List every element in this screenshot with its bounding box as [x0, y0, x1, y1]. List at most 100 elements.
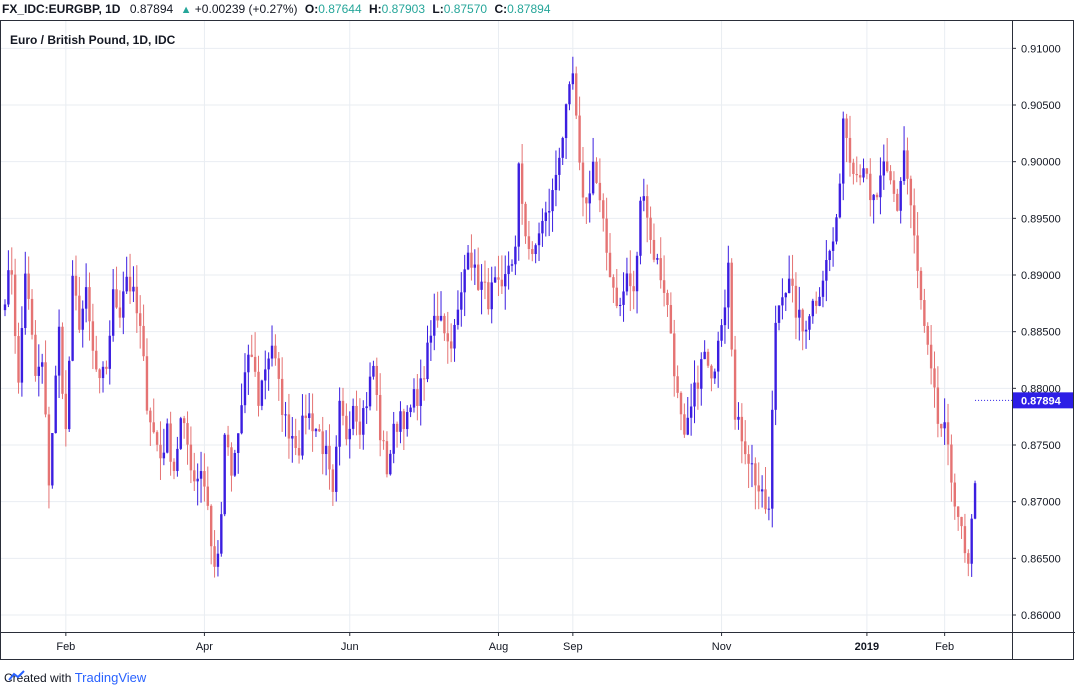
- candle: [30, 289, 34, 340]
- candle: [372, 360, 375, 380]
- candle: [152, 398, 155, 434]
- candle: [568, 81, 571, 111]
- candle: [666, 289, 669, 317]
- candle-body: [838, 183, 842, 218]
- candle: [199, 451, 203, 503]
- candle: [591, 137, 595, 196]
- candle: [612, 274, 615, 304]
- candle-body: [17, 336, 20, 383]
- chart-area[interactable]: 0.91000 0.90500 0.90000 0.89500 0.89000 0.885…: [0, 20, 1075, 660]
- x-tick-label: 2019: [855, 641, 879, 653]
- tradingview-brand[interactable]: TradingView: [74, 670, 147, 685]
- candle-body: [189, 444, 193, 471]
- candle: [3, 299, 7, 317]
- candle: [341, 387, 345, 426]
- candle: [44, 340, 47, 418]
- tradingview-logo-icon: [8, 670, 25, 681]
- candle: [487, 268, 490, 315]
- candle-body: [132, 286, 135, 292]
- candle-body: [365, 406, 368, 409]
- candle-body: [223, 434, 226, 515]
- candle: [946, 403, 950, 466]
- candle: [186, 411, 189, 465]
- candle: [142, 304, 145, 361]
- candle: [896, 188, 899, 212]
- candle-body: [385, 441, 389, 475]
- candle: [331, 464, 335, 506]
- candle: [27, 256, 30, 310]
- candle-body: [477, 264, 480, 290]
- candle-body: [703, 351, 706, 360]
- candle: [858, 164, 862, 186]
- candle: [115, 266, 118, 309]
- candle-body: [798, 309, 801, 318]
- candle: [206, 466, 209, 511]
- candle-body: [81, 308, 84, 330]
- candle: [422, 366, 426, 401]
- candle-body: [98, 369, 101, 379]
- candle: [247, 344, 250, 395]
- candle: [98, 368, 101, 394]
- candle: [889, 165, 892, 185]
- candle-body: [328, 445, 331, 470]
- candle-body: [919, 270, 923, 301]
- candle-body: [216, 553, 220, 567]
- candle-body: [591, 161, 595, 194]
- candle-body: [558, 157, 561, 175]
- candlestick-chart[interactable]: 0.91000 0.90500 0.90000 0.89500 0.89000 0.885…: [0, 20, 1075, 660]
- candle: [20, 306, 24, 397]
- candle: [595, 157, 598, 184]
- candle-body: [547, 211, 551, 213]
- candle: [926, 322, 929, 355]
- candle: [483, 260, 487, 300]
- candle-body: [818, 296, 821, 306]
- candle: [291, 417, 294, 463]
- candle-body: [95, 350, 98, 370]
- candle-body: [815, 300, 818, 306]
- candle-body: [784, 293, 787, 298]
- y-tick-label: 0.90500: [1021, 100, 1061, 112]
- candle: [389, 449, 392, 476]
- candle-body: [389, 453, 392, 475]
- candle: [277, 352, 280, 401]
- candle: [544, 201, 547, 237]
- candle-body: [416, 389, 419, 406]
- candle-body: [612, 277, 615, 288]
- candle: [804, 320, 808, 349]
- candle-body: [737, 416, 740, 420]
- candle-body: [324, 445, 328, 455]
- candle: [662, 255, 666, 307]
- candle-body: [61, 326, 64, 394]
- candle: [409, 404, 412, 418]
- candle: [635, 251, 639, 314]
- candle: [909, 175, 913, 229]
- candle-body: [787, 278, 791, 294]
- candle-body: [257, 371, 260, 406]
- candle: [453, 318, 456, 362]
- candle: [564, 103, 568, 159]
- candle: [365, 392, 368, 424]
- candle: [37, 344, 40, 397]
- candle: [433, 293, 436, 351]
- candle: [970, 514, 973, 577]
- candle-body: [967, 553, 970, 564]
- candle-body: [865, 168, 869, 174]
- candle-body: [348, 428, 351, 440]
- last-price-tag: [1013, 392, 1073, 409]
- candle: [463, 254, 466, 317]
- candle-body: [280, 378, 284, 416]
- candle-body: [848, 137, 852, 163]
- y-tick-label: 0.87000: [1021, 497, 1061, 509]
- candle-body: [750, 463, 754, 465]
- candle-body: [902, 150, 906, 181]
- y-tick-label: 0.88000: [1021, 383, 1061, 395]
- candle-body: [483, 281, 487, 283]
- candle-body: [111, 289, 115, 336]
- symbol-name[interactable]: FX_IDC:EURGBP, 1D: [2, 2, 121, 16]
- candle-body: [101, 366, 105, 379]
- candle-body: [456, 309, 460, 325]
- candle: [777, 305, 781, 331]
- candle-body: [801, 309, 804, 332]
- candle-body: [510, 264, 514, 266]
- candle: [132, 266, 135, 303]
